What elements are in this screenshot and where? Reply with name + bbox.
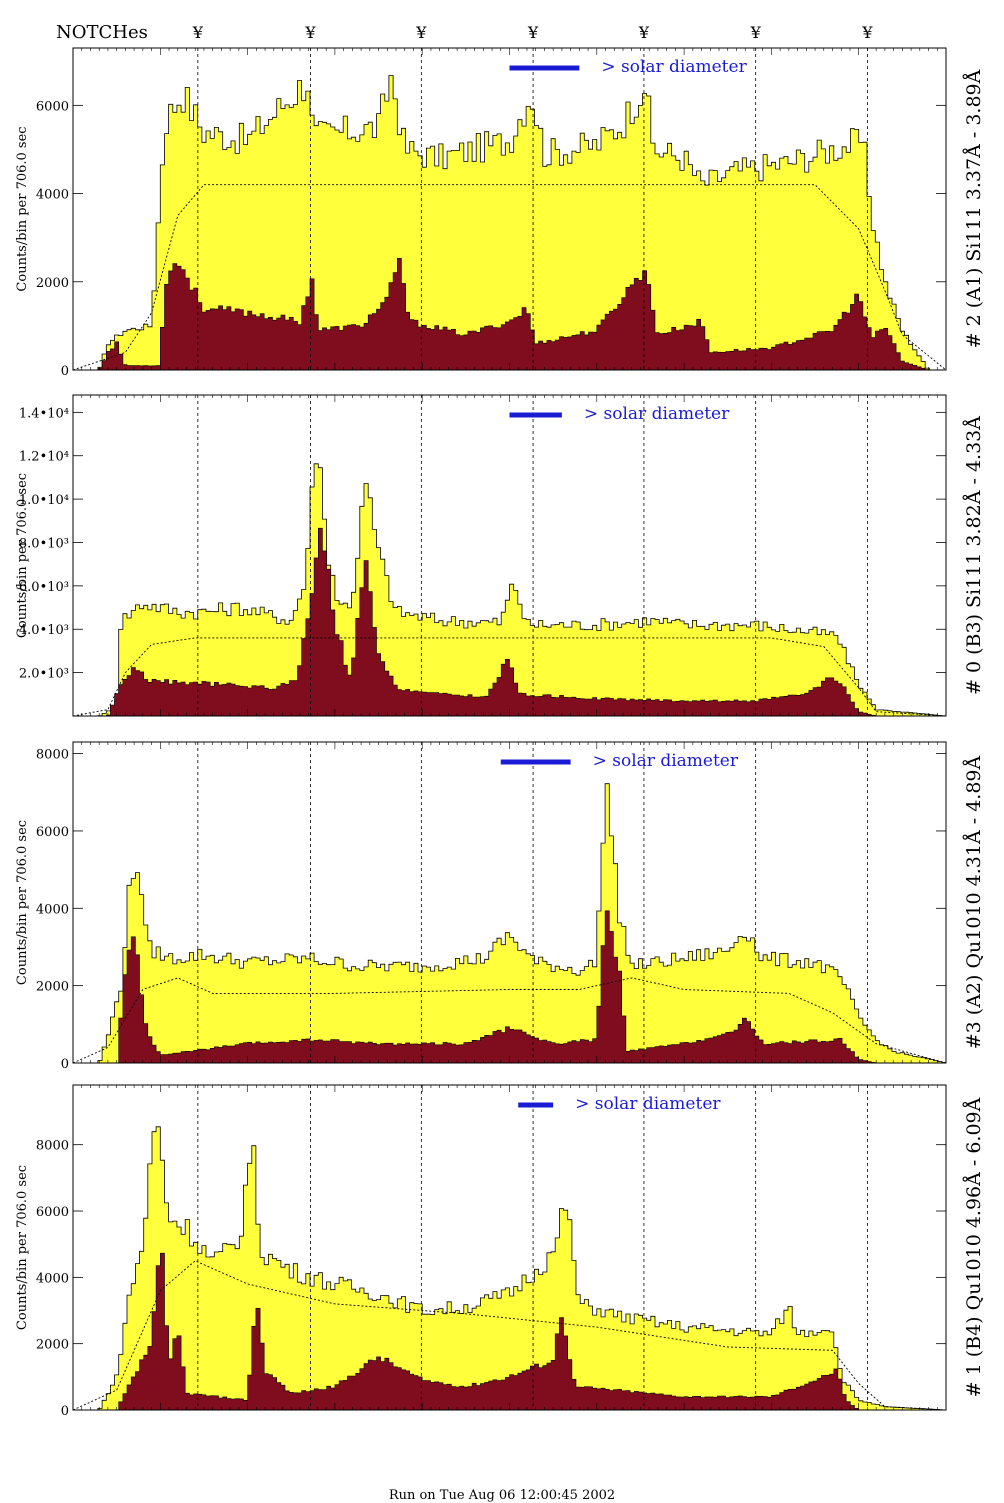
- y-tick-label: 1.2•10⁴: [19, 450, 69, 465]
- y-tick-label: 0: [61, 1057, 69, 1072]
- y-axis-label: Counts/bin per 706.0 sec: [15, 1165, 30, 1330]
- y-tick-label: 4000: [36, 1271, 69, 1286]
- y-tick-label: 6.0•10³: [19, 580, 69, 595]
- notches-label: NOTCHes: [56, 22, 148, 43]
- notch-mark-3: ¥: [415, 23, 427, 42]
- y-tick-label: 4000: [36, 188, 69, 203]
- y-tick-label: 2.0•10³: [19, 667, 69, 682]
- solar-diameter-label: > solar diameter: [593, 751, 739, 771]
- y-tick-label: 8000: [36, 1139, 69, 1154]
- y-tick-label: 1.0•10⁴: [19, 493, 69, 508]
- inner-histogram: [73, 910, 946, 1064]
- outer-histogram: [73, 463, 947, 717]
- panel-side-label: #3 (A2) Qu1010 4.31Å - 4.89Å: [963, 755, 985, 1049]
- y-tick-label: 4000: [36, 902, 69, 917]
- notch-mark-6: ¥: [750, 23, 762, 42]
- panel-side-label: # 1 (B4) Qu1010 4.96Å - 6.09Å: [963, 1097, 985, 1397]
- notch-mark-1: ¥: [192, 23, 204, 42]
- notch-mark-5: ¥: [638, 23, 650, 42]
- outer-histogram: [73, 783, 947, 1064]
- y-axis-label: Counts/bin per 706.0 sec: [15, 126, 30, 291]
- solar-diameter-label: > solar diameter: [584, 404, 730, 424]
- y-tick-label: 2000: [36, 1338, 69, 1353]
- notch-mark-4: ¥: [527, 23, 539, 42]
- model-curve: [72, 1260, 947, 1411]
- y-tick-label: 2000: [36, 276, 69, 291]
- panel-2: 2.0•10³ 4.0•10³ 6.0•10³ 8.0•10³ 1.0•10⁴ 1.2•1…: [15, 394, 985, 717]
- notch-marks: ¥ ¥ ¥ ¥ ¥ ¥ ¥: [192, 23, 874, 42]
- y-tick-label: 8000: [36, 748, 69, 763]
- y-tick-label: 6000: [36, 99, 69, 114]
- inner-histogram: [73, 527, 946, 717]
- model-curve: [72, 184, 947, 371]
- y-tick-label: 8.0•10³: [19, 536, 69, 551]
- panel-side-label: # 2 (A1) Si111 3.37Å - 3.89Å: [963, 69, 985, 348]
- panel-4: 0 2000 4000 6000 8000 Counts/bin per 706.0 se…: [15, 1084, 985, 1419]
- solar-diameter-label: > solar diameter: [575, 1094, 721, 1114]
- notch-mark-2: ¥: [304, 23, 316, 42]
- y-axis-label: Counts/bin per 706.0 sec: [15, 473, 30, 638]
- solar-diameter-label: > solar diameter: [601, 57, 747, 77]
- notch-mark-7: ¥: [861, 23, 873, 42]
- panel-1: 0 2000 4000 6000 Counts/bin per 706.0 sec # 2…: [15, 47, 985, 379]
- panel-3: 0 2000 4000 6000 8000 Counts/bin per 706.0 se…: [15, 741, 985, 1072]
- model-curve: [72, 637, 947, 717]
- inner-histogram: [73, 258, 946, 371]
- inner-histogram: [73, 1252, 946, 1411]
- y-tick-label: 6000: [36, 1205, 69, 1220]
- y-axis-label: Counts/bin per 706.0 sec: [15, 820, 30, 985]
- y-tick-label: 6000: [36, 825, 69, 840]
- panels: 0 2000 4000 6000 Counts/bin per 706.0 sec # 2…: [15, 47, 985, 1419]
- y-tick-label: 0: [61, 364, 69, 379]
- y-tick-label: 0: [61, 1404, 69, 1419]
- model-curve: [72, 977, 947, 1064]
- y-tick-label: 2000: [36, 980, 69, 995]
- outer-histogram: [73, 75, 946, 371]
- panel-side-label: # 0 (B3) Si111 3.82Å - 4.33Å: [963, 416, 985, 695]
- y-tick-label: 1.4•10⁴: [19, 406, 69, 421]
- outer-histogram: [73, 1126, 947, 1411]
- run-footer: Run on Tue Aug 06 12:00:45 2002: [388, 1488, 616, 1503]
- y-tick-label: 4.0•10³: [19, 623, 69, 638]
